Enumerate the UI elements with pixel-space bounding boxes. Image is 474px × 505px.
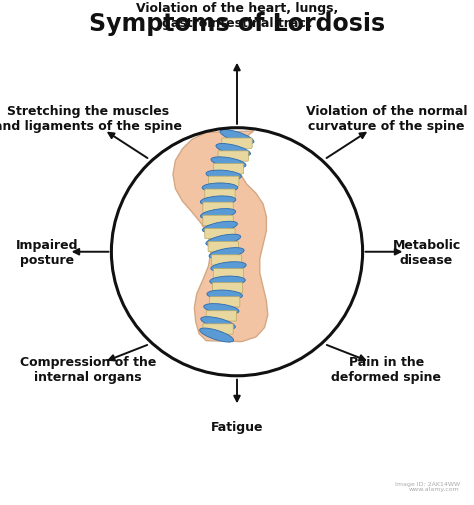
FancyBboxPatch shape bbox=[205, 229, 235, 239]
Ellipse shape bbox=[210, 277, 245, 286]
FancyBboxPatch shape bbox=[206, 311, 237, 321]
FancyBboxPatch shape bbox=[218, 152, 248, 162]
Ellipse shape bbox=[200, 328, 234, 342]
Ellipse shape bbox=[216, 144, 250, 157]
Ellipse shape bbox=[211, 158, 246, 169]
Text: Violation of the heart, lungs,
gastrointestinal tract: Violation of the heart, lungs, gastroint… bbox=[136, 3, 338, 30]
FancyBboxPatch shape bbox=[212, 283, 243, 293]
Text: Compression of the
internal organs: Compression of the internal organs bbox=[19, 355, 156, 383]
FancyBboxPatch shape bbox=[211, 256, 242, 266]
FancyBboxPatch shape bbox=[213, 269, 244, 279]
Text: alamy: alamy bbox=[28, 479, 80, 493]
Ellipse shape bbox=[206, 171, 241, 180]
Ellipse shape bbox=[207, 290, 242, 300]
Text: Image ID: 2AK14WW
www.alamy.com: Image ID: 2AK14WW www.alamy.com bbox=[395, 481, 460, 491]
Ellipse shape bbox=[201, 317, 235, 329]
Text: Violation of the normal
curvature of the spine: Violation of the normal curvature of the… bbox=[306, 105, 467, 133]
FancyBboxPatch shape bbox=[205, 190, 235, 200]
Ellipse shape bbox=[209, 248, 244, 259]
FancyBboxPatch shape bbox=[203, 216, 233, 226]
Ellipse shape bbox=[202, 184, 237, 193]
FancyBboxPatch shape bbox=[203, 203, 233, 213]
Ellipse shape bbox=[206, 235, 241, 246]
Polygon shape bbox=[173, 132, 268, 342]
Text: Pain in the
deformed spine: Pain in the deformed spine bbox=[331, 355, 441, 383]
Text: Symptoms of Lordosis: Symptoms of Lordosis bbox=[89, 12, 385, 36]
FancyBboxPatch shape bbox=[208, 242, 238, 252]
Text: Metabolic
disease: Metabolic disease bbox=[392, 238, 461, 266]
Ellipse shape bbox=[201, 196, 236, 206]
FancyBboxPatch shape bbox=[222, 139, 252, 149]
Ellipse shape bbox=[202, 222, 237, 233]
Ellipse shape bbox=[201, 209, 236, 220]
Ellipse shape bbox=[211, 262, 246, 272]
FancyBboxPatch shape bbox=[213, 164, 244, 174]
FancyBboxPatch shape bbox=[203, 324, 233, 334]
Text: Stretching the muscles
and ligaments of the spine: Stretching the muscles and ligaments of … bbox=[0, 105, 182, 133]
Ellipse shape bbox=[204, 304, 239, 315]
Ellipse shape bbox=[220, 130, 254, 144]
Text: Fatigue: Fatigue bbox=[211, 420, 263, 433]
FancyBboxPatch shape bbox=[209, 177, 239, 187]
FancyBboxPatch shape bbox=[210, 297, 240, 308]
Text: Impaired
posture: Impaired posture bbox=[16, 238, 79, 266]
